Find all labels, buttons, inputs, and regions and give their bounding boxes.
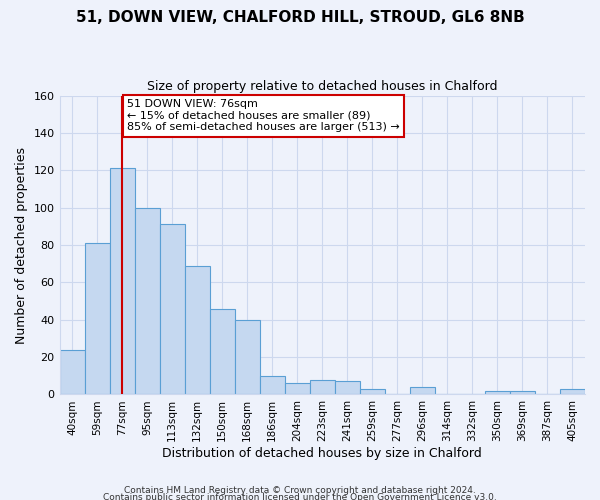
Bar [335, 382, 360, 394]
Y-axis label: Number of detached properties: Number of detached properties [15, 146, 28, 344]
Bar [185, 266, 209, 394]
Bar [285, 383, 310, 394]
Bar [160, 224, 185, 394]
Bar [560, 389, 585, 394]
Bar [510, 390, 535, 394]
Bar [310, 380, 335, 394]
Bar [360, 389, 385, 394]
Bar [235, 320, 260, 394]
Bar [85, 243, 110, 394]
Text: Contains HM Land Registry data © Crown copyright and database right 2024.: Contains HM Land Registry data © Crown c… [124, 486, 476, 495]
X-axis label: Distribution of detached houses by size in Chalford: Distribution of detached houses by size … [163, 447, 482, 460]
Text: 51, DOWN VIEW, CHALFORD HILL, STROUD, GL6 8NB: 51, DOWN VIEW, CHALFORD HILL, STROUD, GL… [76, 10, 524, 25]
Title: Size of property relative to detached houses in Chalford: Size of property relative to detached ho… [147, 80, 497, 93]
Bar [410, 387, 435, 394]
Text: Contains public sector information licensed under the Open Government Licence v3: Contains public sector information licen… [103, 494, 497, 500]
Bar [59, 350, 85, 395]
Bar [110, 168, 134, 394]
Bar [209, 308, 235, 394]
Bar [260, 376, 285, 394]
Text: 51 DOWN VIEW: 76sqm
← 15% of detached houses are smaller (89)
85% of semi-detach: 51 DOWN VIEW: 76sqm ← 15% of detached ho… [127, 100, 400, 132]
Bar [485, 390, 510, 394]
Bar [134, 208, 160, 394]
